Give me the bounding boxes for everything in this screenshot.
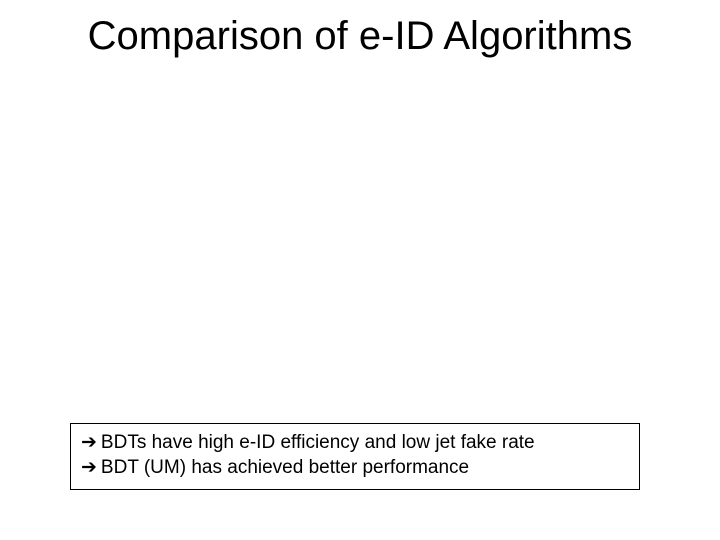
callout-text-2: BDT (UM) has achieved better performance bbox=[101, 457, 469, 478]
callout-text-1: BDTs have high e-ID efficiency and low j… bbox=[101, 432, 535, 453]
slide: Comparison of e-ID Algorithms ➔BDTs have… bbox=[0, 0, 720, 540]
callout-box: ➔BDTs have high e-ID efficiency and low … bbox=[70, 423, 640, 490]
arrow-right-icon: ➔ bbox=[81, 455, 97, 481]
callout-line-1: ➔BDTs have high e-ID efficiency and low … bbox=[81, 430, 629, 456]
callout-line-2: ➔BDT (UM) has achieved better performanc… bbox=[81, 455, 629, 481]
arrow-right-icon: ➔ bbox=[81, 430, 97, 456]
page-title: Comparison of e-ID Algorithms bbox=[0, 14, 720, 59]
